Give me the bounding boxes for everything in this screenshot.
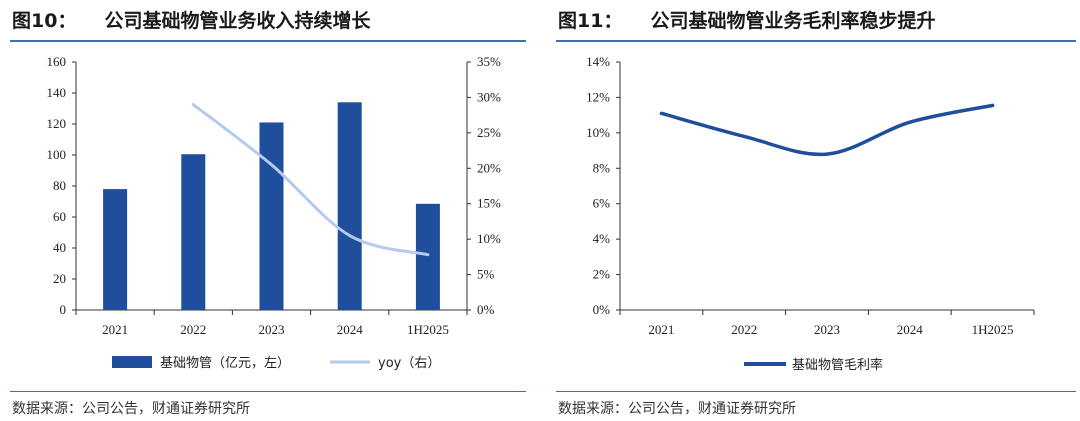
figure-11-panel: 图11： 公司基础物管业务毛利率稳步提升 0% 2% 4% 6% 8% 10% 12% 14% 2… (546, 0, 1080, 421)
figure-number: 图11： (558, 10, 623, 32)
y-tick-label: 6% (593, 196, 611, 211)
bar (415, 203, 440, 310)
y-tick-label: 4% (593, 231, 611, 246)
figure-title: 图11： 公司基础物管业务毛利率稳步提升 (558, 6, 935, 36)
y-right-tick-label: 20% (477, 160, 501, 175)
margin-chart: 0% 2% 4% 6% 8% 10% 12% 14% 2021 2022 2023 2024 1H202… (586, 54, 1035, 373)
figure-title-text: 公司基础物管业务毛利率稳步提升 (650, 10, 936, 32)
bar (103, 189, 128, 310)
y-right-tick-label: 5% (477, 267, 495, 282)
revenue-chart: 0 20 40 60 80 100 120 140 160 0% 5% 10% 15% 20% 25% 30%… (47, 54, 502, 371)
y-tick-label: 12% (586, 89, 610, 104)
x-tick-label: 2022 (180, 322, 206, 337)
x-tick-label: 1H2025 (972, 322, 1014, 337)
x-tick-label: 2024 (897, 322, 924, 337)
figure-number: 图10： (12, 10, 77, 32)
y-left-tick-label: 100 (47, 147, 67, 162)
bar (181, 154, 206, 310)
y-tick-label: 2% (593, 267, 611, 282)
x-tick-label: 2022 (731, 322, 757, 337)
x-tick-label: 2024 (337, 322, 364, 337)
x-tick-label: 2021 (648, 322, 674, 337)
title-rule (10, 40, 526, 42)
y-right-tick-label: 15% (477, 196, 501, 211)
y-left-tick-label: 140 (47, 85, 67, 100)
x-tick-label: 2021 (102, 322, 128, 337)
y-tick-label: 0% (593, 302, 611, 317)
y-right-tick-label: 30% (477, 89, 501, 104)
legend-label: 基础物管（亿元，左） (160, 356, 290, 371)
legend-label: 基础物管毛利率 (792, 357, 883, 373)
y-left-tick-label: 40 (53, 240, 66, 255)
source-note: 数据来源：公司公告，财通证券研究所 (558, 401, 796, 417)
title-rule (556, 40, 1076, 42)
margin-line (659, 103, 995, 157)
y-tick-label: 10% (586, 125, 610, 140)
legend-label: yoy（右） (378, 356, 440, 371)
figure-10-panel: 图10： 公司基础物管业务收入持续增长 0 20 40 60 80 100 120 140 160… (0, 0, 530, 421)
bar (337, 102, 362, 310)
y-left-tick-label: 160 (47, 54, 67, 69)
bar (259, 122, 284, 310)
y-left-tick-label: 80 (53, 178, 66, 193)
x-tick-label: 1H2025 (407, 322, 449, 337)
y-left-tick-label: 60 (53, 209, 66, 224)
x-tick-label: 2023 (259, 322, 285, 337)
y-right-tick-label: 35% (477, 54, 501, 69)
source-note: 数据来源：公司公告，财通证券研究所 (12, 401, 250, 417)
y-left-tick-label: 120 (47, 116, 67, 131)
bottom-rule (556, 391, 1076, 392)
legend-swatch-bar (112, 356, 152, 368)
y-right-tick-label: 25% (477, 125, 501, 140)
figure-title-text: 公司基础物管业务收入持续增长 (104, 10, 371, 32)
yoy-line (191, 103, 430, 257)
y-tick-label: 14% (586, 54, 610, 69)
y-right-tick-label: 0% (477, 302, 495, 317)
x-tick-label: 2023 (814, 322, 840, 337)
y-left-tick-label: 0 (60, 302, 67, 317)
bottom-rule (10, 391, 526, 392)
y-tick-label: 8% (593, 160, 611, 175)
y-right-tick-label: 10% (477, 231, 501, 246)
y-left-tick-label: 20 (53, 271, 66, 286)
figure-title: 图10： 公司基础物管业务收入持续增长 (12, 6, 370, 36)
